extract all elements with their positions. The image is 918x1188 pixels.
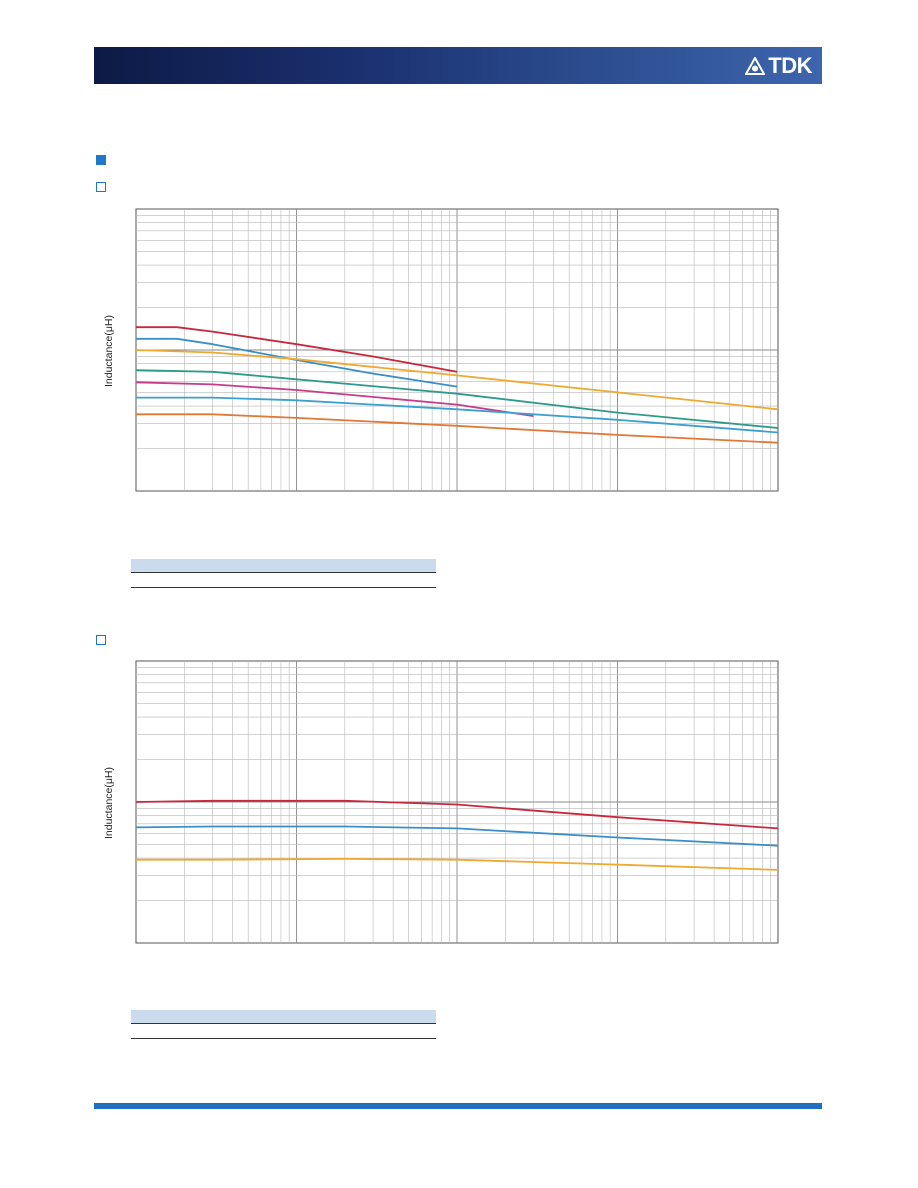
series-line-3	[135, 349, 779, 411]
spec-table-1	[131, 559, 436, 588]
footer-bar	[94, 1103, 822, 1109]
series-line-2	[136, 337, 458, 388]
header-bar: TDK	[94, 47, 822, 84]
table-header-row	[131, 1010, 436, 1024]
logo-text: TDK	[768, 53, 812, 78]
series-line-6	[136, 396, 779, 434]
series-line-4	[135, 369, 779, 429]
series-line-7	[136, 413, 779, 444]
tdk-logo[interactable]: TDK	[745, 53, 812, 78]
tdk-snowflake-icon	[745, 57, 766, 75]
series-line-1	[135, 799, 779, 830]
series-line-2	[135, 825, 779, 847]
section-marker-icon	[96, 155, 106, 165]
inductance-chart-2	[135, 660, 779, 944]
series-line-1	[136, 326, 458, 373]
subsection-marker-icon	[96, 635, 106, 645]
table-header-row	[131, 559, 436, 573]
subsection-marker-icon	[96, 182, 106, 192]
inductance-chart-1	[135, 208, 779, 492]
series-line-5	[135, 381, 534, 417]
y-axis-label: Inductance(μH)	[103, 315, 115, 387]
y-axis-label: Inductance(μH)	[103, 767, 115, 839]
spec-table-2	[131, 1010, 436, 1039]
series-line-3	[136, 857, 779, 871]
